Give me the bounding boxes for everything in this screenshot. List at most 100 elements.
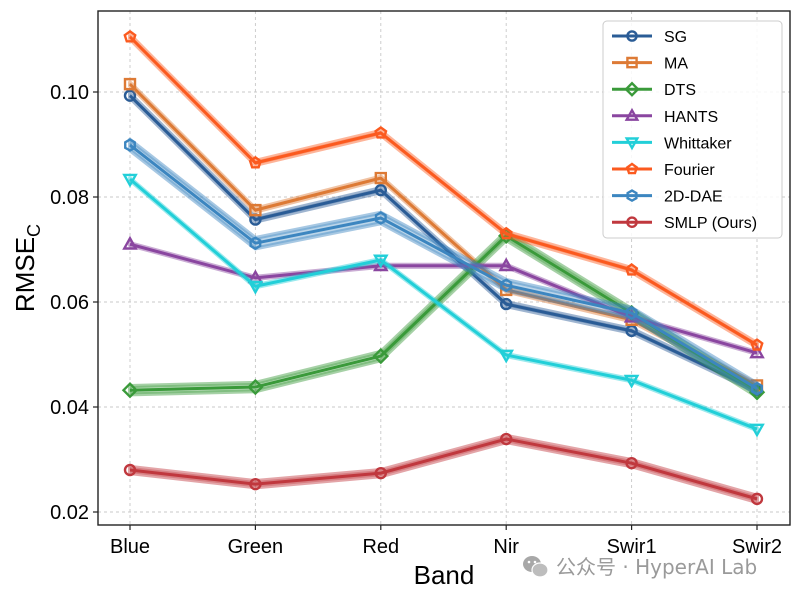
legend-item-whittaker: Whittaker <box>612 135 732 152</box>
y-tick-label: 0.08 <box>50 187 89 209</box>
legend-marker-smlp-ours-icon <box>626 216 638 228</box>
data-point-sg <box>374 183 387 197</box>
data-point-smlp-ours <box>374 466 387 480</box>
data-point-fourier <box>374 125 388 139</box>
data-point-whittaker <box>122 173 138 188</box>
legend-item-hants: HANTS <box>612 107 718 126</box>
data-point-smlp-ours <box>750 492 764 506</box>
legend-item-2d-dae: 2D-DAE <box>612 189 723 206</box>
data-point-hants <box>122 235 138 250</box>
y-axis-title-main: RMSE <box>10 237 40 312</box>
legend-label: HANTS <box>664 109 718 126</box>
data-point-ma <box>123 77 137 91</box>
legend-item-ma: MA <box>612 56 688 73</box>
legend-marker-fourier-icon <box>625 162 639 175</box>
series-line-whittaker <box>129 178 758 431</box>
data-point-whittaker <box>623 374 640 389</box>
legend-label: DTS <box>664 82 696 99</box>
series-line-fourier <box>128 35 758 347</box>
legend-item-sg: SG <box>612 29 687 46</box>
series-line-hants <box>129 242 758 355</box>
data-point-whittaker <box>373 254 389 269</box>
data-point-2d-dae <box>374 211 387 225</box>
data-point-2d-dae <box>249 236 262 251</box>
legend-label: SMLP (Ours) <box>664 215 757 232</box>
watermark: 公众号 · HyperAI Lab <box>523 555 757 579</box>
data-point-whittaker <box>749 423 765 438</box>
series-2d-dae <box>124 137 763 396</box>
x-tick-label: Swir1 <box>607 536 657 558</box>
data-point-hants <box>498 257 514 272</box>
data-point-dts <box>247 378 264 396</box>
data-point-whittaker <box>247 280 264 295</box>
data-point-dts <box>372 347 389 365</box>
data-point-2d-dae <box>751 381 763 396</box>
data-point-smlp-ours <box>249 477 262 491</box>
data-point-ma <box>374 171 387 185</box>
x-tick-label: Red <box>362 536 399 558</box>
x-tick-label: Green <box>228 536 284 558</box>
series-fourier <box>123 29 764 351</box>
data-point-hants <box>373 257 389 272</box>
series-line-2d-dae <box>129 143 758 390</box>
legend: SG MA DTS HANTS Whittaker Fourier 2D-DAE SMLP (… <box>602 20 783 239</box>
legend-item-smlp-ours: SMLP (Ours) <box>612 215 757 232</box>
svg-text:RMSEC: RMSEC <box>10 224 44 312</box>
y-tick-label: 0.10 <box>50 82 89 104</box>
y-axis-title-subscript: C <box>24 224 44 237</box>
data-point-hants <box>749 344 765 359</box>
y-axis: 0.02 0.04 0.06 0.08 0.10 <box>50 82 98 524</box>
data-point-fourier <box>750 338 764 351</box>
legend-label: MA <box>664 56 688 73</box>
series-line-sg <box>128 94 758 392</box>
legend-marker-ma-icon <box>626 56 638 69</box>
legend-item-fourier: Fourier <box>612 162 715 179</box>
legend-marker-sg-icon <box>626 30 638 42</box>
data-point-sg <box>500 297 513 311</box>
data-point-fourier <box>499 226 513 240</box>
data-point-fourier <box>624 262 639 276</box>
series-band-smlp-ours <box>128 433 759 505</box>
series-whittaker <box>122 173 765 438</box>
legend-label: Whittaker <box>664 135 732 152</box>
series-layer <box>121 29 766 506</box>
data-point-fourier <box>248 155 263 169</box>
legend-box <box>602 20 783 239</box>
data-point-ma <box>249 203 262 217</box>
data-point-sg <box>123 89 137 102</box>
legend-marker-whittaker-icon <box>624 137 640 151</box>
legend-marker-hants-icon <box>624 107 640 121</box>
data-point-dts <box>121 382 139 399</box>
data-point-whittaker <box>498 349 514 364</box>
legend-item-dts: DTS <box>612 81 696 99</box>
legend-marker-dts-icon <box>624 81 640 97</box>
data-point-smlp-ours <box>123 463 137 477</box>
data-point-smlp-ours <box>500 432 513 446</box>
x-tick-label: Blue <box>110 536 150 558</box>
x-tick-label: Nir <box>493 536 519 558</box>
y-tick-label: 0.02 <box>50 502 89 524</box>
data-point-2d-dae <box>124 138 136 152</box>
data-point-2d-dae <box>500 278 513 293</box>
legend-label: SG <box>664 29 687 46</box>
y-tick-label: 0.04 <box>50 397 89 419</box>
y-tick-label: 0.06 <box>50 292 89 314</box>
series-line-smlp-ours <box>129 437 758 501</box>
y-axis-title: RMSEC <box>10 224 44 312</box>
x-axis: Blue Green Red Nir Swir1 Swir2 <box>110 525 782 558</box>
x-tick-label: Swir2 <box>732 536 782 558</box>
series-smlp-ours <box>123 432 764 506</box>
legend-marker-2d-dae-icon <box>626 189 638 203</box>
data-point-2d-dae <box>625 306 638 320</box>
series-band-fourier <box>128 32 759 350</box>
data-point-smlp-ours <box>625 456 638 470</box>
legend-label: Fourier <box>664 162 715 179</box>
data-point-fourier <box>123 29 137 43</box>
watermark-text: 公众号 · HyperAI Lab <box>556 555 757 579</box>
x-axis-title: Band <box>414 560 475 590</box>
plot-frame <box>97 10 791 526</box>
wechat-icon <box>523 556 549 578</box>
legend-label: 2D-DAE <box>664 189 723 206</box>
series-line-ma <box>128 83 758 387</box>
